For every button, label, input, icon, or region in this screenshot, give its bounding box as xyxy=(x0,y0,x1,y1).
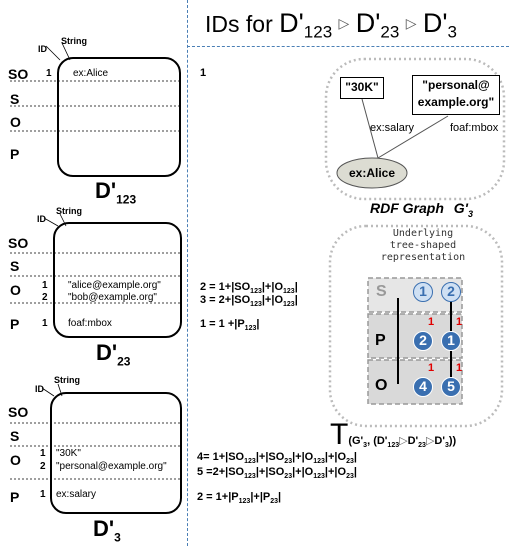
string-header: String xyxy=(61,36,87,46)
entry-string: ex:salary xyxy=(56,489,97,500)
eq-mbox-id: 1 = 1 +|P123| xyxy=(200,318,260,333)
entry-id: 1 xyxy=(40,489,46,500)
row-label-so: SO xyxy=(8,404,29,420)
page-title: IDs for D'123 ▷ D'23 ▷ D'3 xyxy=(205,8,457,42)
panel2-box xyxy=(53,222,182,338)
eq-alice-email-id: 2 = 1+|SO123|+|O123| xyxy=(200,281,298,296)
tree-row-p: P xyxy=(375,332,386,349)
entry-string: "30K" xyxy=(56,448,81,459)
row-label-s: S xyxy=(10,258,20,274)
row-label-s: S xyxy=(10,428,20,444)
edge-mbox-line xyxy=(377,115,449,159)
panel3-box xyxy=(50,392,182,514)
entry-id: 1 xyxy=(46,68,52,79)
row-label-o: O xyxy=(10,282,21,298)
entry-id: 1 xyxy=(40,448,46,459)
edge-label-mbox: foaf:mbox xyxy=(450,122,499,134)
alice-node-shape xyxy=(336,157,408,189)
eq-bob-email-id: 3 = 2+|SO123|+|O123| xyxy=(200,294,298,309)
row-label-so: SO xyxy=(8,66,29,82)
row-label-s: S xyxy=(10,91,20,107)
entry-id: 2 xyxy=(42,292,48,303)
rdf-node-alice: ex:Alice xyxy=(348,166,396,180)
entry-string: "bob@example.org" xyxy=(68,292,157,303)
edge-weight: 1 xyxy=(428,362,435,374)
edge-label-salary: ex:salary xyxy=(370,122,415,134)
row-label-o: O xyxy=(10,452,21,468)
rdf-graph xyxy=(324,57,506,201)
entry-id: 2 xyxy=(40,461,46,472)
tree-node-s2: 2 xyxy=(441,282,461,302)
edge-weight: 1 xyxy=(428,316,435,328)
tree-node-p1: 2 xyxy=(413,331,433,351)
horizontal-divider xyxy=(187,46,509,47)
rdf-node-30k: "30K" xyxy=(340,77,384,99)
tree-row-o: O xyxy=(375,377,388,394)
entry-string: "alice@example.org" xyxy=(68,280,161,291)
tree-node-p2: 1 xyxy=(441,331,461,351)
vertical-divider xyxy=(187,0,188,546)
tree-title: Underlying tree-shaped representation xyxy=(380,228,466,263)
edge-weight: 1 xyxy=(456,316,463,328)
panel1-box xyxy=(57,57,181,177)
eq-salary-id: 2 = 1+|P123|+|P23| xyxy=(197,491,282,506)
eq-personal-email-id: 5 =2+|SO123|+|SO23|+|O123|+|O23| xyxy=(197,466,357,481)
tree-caption: T(G'3, (D'123▷D'23▷D'3)) xyxy=(330,418,457,451)
eq-alice-id: 1 xyxy=(200,67,207,79)
row-label-p: P xyxy=(10,489,20,505)
row-label-p: P xyxy=(10,316,20,332)
tree-node-s1: 1 xyxy=(413,282,433,302)
panel3-leader-lines xyxy=(10,383,182,480)
edge-weight: 1 xyxy=(456,362,463,374)
id-header: ID xyxy=(37,214,46,224)
tree-node-o2: 5 xyxy=(441,377,461,397)
eq-30k-id: 4= 1+|SO123|+|SO23|+|O123|+|O23| xyxy=(197,451,357,466)
panel3-name: D'3 xyxy=(93,516,121,545)
row-label-o: O xyxy=(10,114,21,130)
row-label-p: P xyxy=(10,146,20,162)
entry-string: "personal@example.org" xyxy=(56,461,167,472)
entry-string: ex:Alice xyxy=(73,68,109,79)
entry-string: foaf:mbox xyxy=(68,318,112,329)
tree-row-s: S xyxy=(376,283,387,300)
rdf-graph-caption: RDF Graph G'3 xyxy=(370,200,474,219)
string-header: String xyxy=(54,375,80,385)
panel1-leader-lines xyxy=(10,42,182,132)
rdf-node-personal-email: "personal@ example.org" xyxy=(412,75,500,115)
id-header: ID xyxy=(38,44,47,54)
edge-salary-line xyxy=(361,98,379,159)
panel1-name: D'123 xyxy=(95,178,137,207)
tree-node-o1: 4 xyxy=(413,377,433,397)
panel2-name: D'23 xyxy=(96,340,131,369)
entry-id: 1 xyxy=(42,280,48,291)
entry-id: 1 xyxy=(42,318,48,329)
row-label-so: SO xyxy=(8,235,29,251)
string-header: String xyxy=(56,206,82,216)
id-header: ID xyxy=(35,384,44,394)
